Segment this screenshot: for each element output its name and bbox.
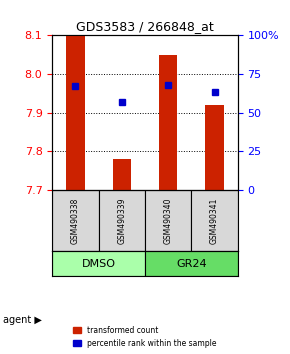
FancyBboxPatch shape <box>52 251 145 276</box>
Title: GDS3583 / 266848_at: GDS3583 / 266848_at <box>76 20 214 33</box>
Bar <box>113 159 131 190</box>
Bar <box>159 55 177 190</box>
Text: GSM490341: GSM490341 <box>210 198 219 244</box>
FancyBboxPatch shape <box>145 190 191 251</box>
Text: GSM490339: GSM490339 <box>117 197 126 244</box>
Legend: transformed count, percentile rank within the sample: transformed count, percentile rank withi… <box>71 324 219 350</box>
Bar <box>66 35 85 190</box>
FancyBboxPatch shape <box>52 190 99 251</box>
Text: GSM490340: GSM490340 <box>164 197 173 244</box>
FancyBboxPatch shape <box>99 190 145 251</box>
Bar <box>205 105 224 190</box>
Text: GR24: GR24 <box>176 259 207 269</box>
Text: DMSO: DMSO <box>81 259 116 269</box>
Text: agent ▶: agent ▶ <box>3 315 42 325</box>
Text: GSM490338: GSM490338 <box>71 198 80 244</box>
FancyBboxPatch shape <box>145 251 238 276</box>
FancyBboxPatch shape <box>191 190 238 251</box>
